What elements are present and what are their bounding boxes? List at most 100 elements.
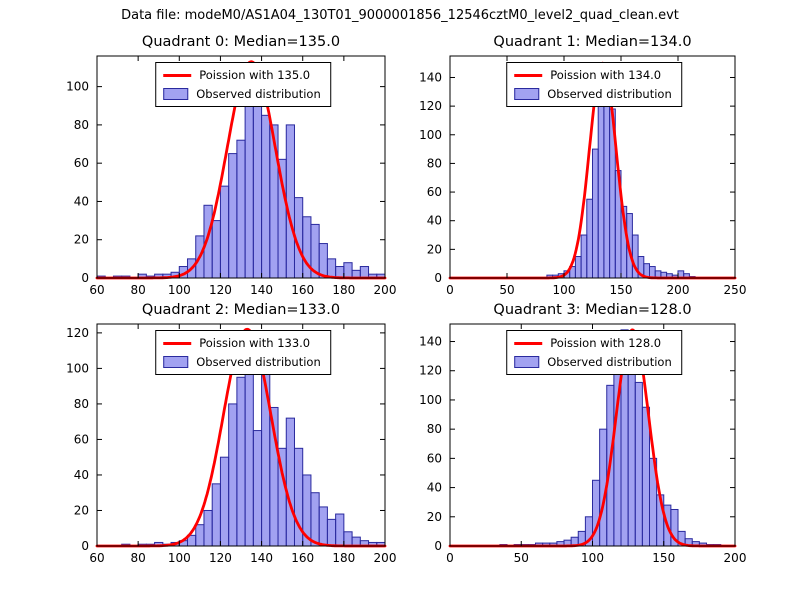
y-tick-label: 80 [74, 118, 89, 132]
axes-frame [96, 323, 386, 547]
histogram-bar [219, 185, 230, 279]
y-tick-label: 80 [427, 422, 442, 436]
histogram-bar [228, 403, 238, 547]
histogram-bar [228, 153, 238, 279]
x-tick-label: 150 [610, 283, 633, 297]
x-tick-label: 180 [332, 283, 355, 297]
y-tick-label: 120 [419, 99, 442, 113]
y-tick-label: 20 [427, 242, 442, 256]
subplot-2-legend: Poission with 133.0 Observed distributio… [155, 330, 331, 375]
histogram-bar [211, 483, 221, 547]
histogram-bar [203, 509, 213, 547]
histogram-bar [285, 124, 295, 279]
histogram-bar [219, 456, 230, 547]
y-tick-label: 80 [74, 397, 89, 411]
y-tick-label: 80 [427, 156, 442, 170]
x-tick-label: 200 [374, 283, 397, 297]
legend-label-observed: Observed distribution [547, 355, 672, 369]
y-tick-label: 40 [427, 481, 442, 495]
legend-label-poisson: Poission with 134.0 [550, 68, 662, 82]
x-tick-label: 200 [724, 551, 747, 565]
x-tick-label: 60 [89, 551, 104, 565]
subplot-0-legend: Poission with 135.0 Observed distributio… [155, 62, 331, 107]
x-tick-label: 160 [291, 283, 314, 297]
x-tick-label: 200 [374, 551, 397, 565]
poisson-line-swatch [163, 341, 192, 345]
x-tick-label: 200 [667, 283, 690, 297]
y-tick-label: 0 [434, 271, 442, 285]
histogram-bar [580, 234, 588, 279]
histogram-bar [195, 524, 205, 547]
x-tick-label: 100 [168, 283, 191, 297]
y-tick-label: 0 [81, 271, 89, 285]
histogram-bar [597, 76, 605, 279]
x-tick-label: 80 [131, 551, 146, 565]
x-tick-label: 160 [291, 551, 314, 565]
x-tick-label: 100 [581, 551, 604, 565]
histogram-bar [269, 124, 279, 279]
x-tick-label: 150 [652, 551, 675, 565]
y-tick-label: 120 [419, 364, 442, 378]
legend-row-observed: Observed distribution [514, 87, 672, 101]
y-tick-label: 100 [66, 80, 89, 94]
histogram-bar [627, 348, 636, 547]
y-tick-label: 40 [74, 468, 89, 482]
subplot-3-title: Quadrant 3: Median=128.0 [493, 302, 692, 318]
subplot-0-title: Quadrant 0: Median=135.0 [141, 34, 341, 50]
y-tick-label: 20 [427, 510, 442, 524]
y-tick-label: 60 [427, 185, 442, 199]
y-tick-label: 40 [74, 194, 89, 208]
y-tick-label: 20 [74, 503, 89, 517]
histogram-bar [285, 417, 295, 547]
legend-row-poisson: Poission with 134.0 [514, 68, 672, 82]
x-tick-label: 50 [514, 551, 529, 565]
subplot-2-title: Quadrant 2: Median=133.0 [141, 302, 341, 318]
histogram-bar [634, 381, 643, 547]
subplot-1-legend: Poission with 134.0 Observed distributio… [506, 62, 682, 107]
histogram-bar [574, 256, 582, 279]
x-tick-label: 140 [250, 283, 273, 297]
legend-row-observed: Observed distribution [163, 87, 321, 101]
y-tick-label: 60 [74, 156, 89, 170]
x-tick-label: 60 [89, 283, 104, 297]
x-tick-label: 120 [209, 283, 232, 297]
legend-label-observed: Observed distribution [196, 87, 321, 101]
x-tick-label: 0 [446, 283, 454, 297]
legend-label-poisson: Poission with 135.0 [199, 68, 311, 82]
y-tick-label: 140 [419, 335, 442, 349]
histogram-patch-swatch [163, 356, 189, 368]
poisson-line-swatch [514, 341, 543, 345]
y-tick-label: 0 [434, 539, 442, 553]
x-tick-label: 100 [168, 551, 191, 565]
y-tick-label: 60 [427, 451, 442, 465]
histogram-bar [318, 506, 328, 547]
histogram-bar [236, 139, 246, 279]
y-tick-label: 140 [419, 70, 442, 84]
y-tick-label: 100 [419, 393, 442, 407]
poisson-line-swatch [163, 73, 192, 77]
histogram-patch-swatch [163, 88, 189, 100]
y-tick-label: 100 [66, 361, 89, 375]
histogram-bar [310, 492, 320, 547]
x-tick-label: 120 [209, 551, 232, 565]
x-tick-label: 180 [332, 551, 355, 565]
histogram-bar [326, 518, 337, 547]
histogram-bar [586, 198, 593, 279]
histogram-patch-swatch [514, 356, 540, 368]
histogram-bar [592, 148, 599, 279]
x-tick-label: 140 [250, 551, 273, 565]
histogram-bar [343, 262, 353, 279]
x-tick-label: 250 [724, 283, 747, 297]
histogram-bar [326, 258, 337, 279]
x-tick-label: 50 [499, 283, 514, 297]
histogram-bar [318, 243, 328, 279]
histogram-bar [211, 220, 221, 279]
histogram-bar [236, 376, 246, 547]
legend-label-poisson: Poission with 128.0 [550, 336, 662, 350]
legend-row-observed: Observed distribution [163, 355, 321, 369]
legend-row-poisson: Poission with 133.0 [163, 336, 321, 350]
x-tick-label: 80 [131, 283, 146, 297]
legend-label-observed: Observed distribution [196, 355, 321, 369]
figure-title: Data file: modeM0/AS1A04_130T01_90000018… [121, 8, 679, 23]
